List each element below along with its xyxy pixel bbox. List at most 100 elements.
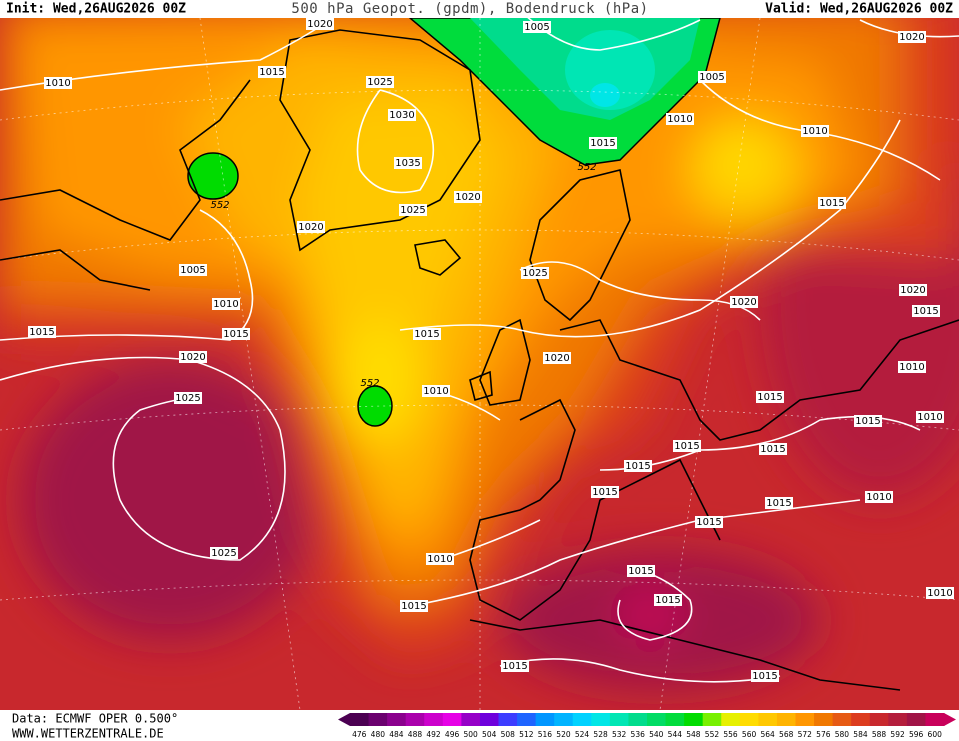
- legend-label: 528: [593, 730, 608, 739]
- contour-label: 1015: [259, 67, 284, 78]
- legend-label: 520: [556, 730, 571, 739]
- contour-label: 1015: [757, 392, 782, 403]
- legend-label: 476: [352, 730, 367, 739]
- legend-swatch: [591, 713, 611, 726]
- label-box: [751, 670, 779, 682]
- contour-label: 1010: [917, 412, 942, 423]
- contour-label: 1010: [866, 492, 891, 503]
- legend-swatch: [535, 713, 555, 726]
- contour-label: 1005: [524, 22, 549, 33]
- legend-label: 496: [445, 730, 460, 739]
- legend-label: 500: [463, 730, 478, 739]
- legend-label: 492: [426, 730, 441, 739]
- map-field: [0, 18, 959, 710]
- contour-label: 1015: [696, 517, 721, 528]
- contour-label: 1015: [590, 138, 615, 149]
- contour-label: 1025: [522, 268, 547, 279]
- label-box: [898, 31, 926, 43]
- label-box: [673, 440, 701, 452]
- legend-swatch: [628, 713, 648, 726]
- init-time: Init: Wed,26AUG2026 00Z: [6, 2, 186, 17]
- label-box: [28, 326, 56, 338]
- legend-label: 580: [835, 730, 850, 739]
- label-box: [210, 547, 238, 559]
- label-box: [801, 125, 829, 137]
- legend-swatch: [814, 713, 834, 726]
- contour-label: 1015: [223, 329, 248, 340]
- label-box: [388, 109, 416, 121]
- legend-label: 508: [501, 730, 516, 739]
- data-source: Data: ECMWF OPER 0.500°: [12, 712, 178, 726]
- legend-label: 524: [575, 730, 590, 739]
- label-box: [912, 305, 940, 317]
- legend-swatch: [702, 713, 722, 726]
- label-box: [426, 553, 454, 565]
- contour-label: 552: [577, 162, 596, 173]
- contour-label: 1010: [213, 299, 238, 310]
- legend-swatch: [795, 713, 815, 726]
- label-box: [297, 221, 325, 233]
- label-box: [756, 391, 784, 403]
- legend-swatch: [665, 713, 685, 726]
- legend-swatch: [832, 713, 852, 726]
- legend-label: 560: [742, 730, 757, 739]
- contour-label: 1020: [731, 297, 756, 308]
- legend-swatch: [517, 713, 537, 726]
- label-box: [765, 497, 793, 509]
- legend-swatch: [350, 713, 370, 726]
- legend-label: 536: [631, 730, 646, 739]
- legend-label: 512: [519, 730, 534, 739]
- label-box: [695, 516, 723, 528]
- contour-label: 1015: [655, 595, 680, 606]
- legend-swatch: [684, 713, 704, 726]
- legend-swatch: [424, 713, 444, 726]
- legend-label: 592: [890, 730, 905, 739]
- contour-label: 1020: [307, 19, 332, 30]
- legend-swatch: [925, 713, 945, 726]
- contour-label: 1025: [211, 548, 236, 559]
- label-box: [306, 18, 334, 30]
- label-box: [654, 594, 682, 606]
- contour-label: 1025: [367, 77, 392, 88]
- legend-label: 596: [909, 730, 924, 739]
- label-box: [591, 486, 619, 498]
- legend-label: 484: [389, 730, 404, 739]
- contour-label: 1015: [29, 327, 54, 338]
- contour-label: 1035: [395, 158, 420, 169]
- legend-swatch: [776, 713, 796, 726]
- contour-label: 1020: [298, 222, 323, 233]
- contour-label: 552: [360, 378, 379, 389]
- label-box: [898, 361, 926, 373]
- legend-swatch: [647, 713, 667, 726]
- label-box: [627, 565, 655, 577]
- contour-labels: 1020 1015 1010 1025 1030 1035 1025 1020 1020 552 1…: [28, 18, 954, 682]
- legend-label: 572: [798, 730, 813, 739]
- contour-label: 1025: [400, 205, 425, 216]
- contour-label: 1020: [544, 353, 569, 364]
- contour-label: 1015: [674, 441, 699, 452]
- legend-label: 532: [612, 730, 627, 739]
- label-box: [366, 76, 394, 88]
- legend-arrow-left: [338, 713, 350, 726]
- legend-label: 504: [482, 730, 497, 739]
- contour-label: 1015: [401, 601, 426, 612]
- label-box: [394, 157, 422, 169]
- legend-swatch: [479, 713, 499, 726]
- label-box: [399, 204, 427, 216]
- contour-label: 1015: [625, 461, 650, 472]
- contour-label: 1025: [175, 393, 200, 404]
- label-box: [543, 352, 571, 364]
- label-box: [422, 385, 450, 397]
- legend-swatch: [572, 713, 592, 726]
- contour-label: 1015: [855, 416, 880, 427]
- legend-swatch: [721, 713, 741, 726]
- legend-swatch: [387, 713, 407, 726]
- legend-swatch: [739, 713, 759, 726]
- label-box: [413, 328, 441, 340]
- label-box: [759, 443, 787, 455]
- legend-label: 488: [408, 730, 423, 739]
- label-box: [179, 264, 207, 276]
- label-box: [865, 491, 893, 503]
